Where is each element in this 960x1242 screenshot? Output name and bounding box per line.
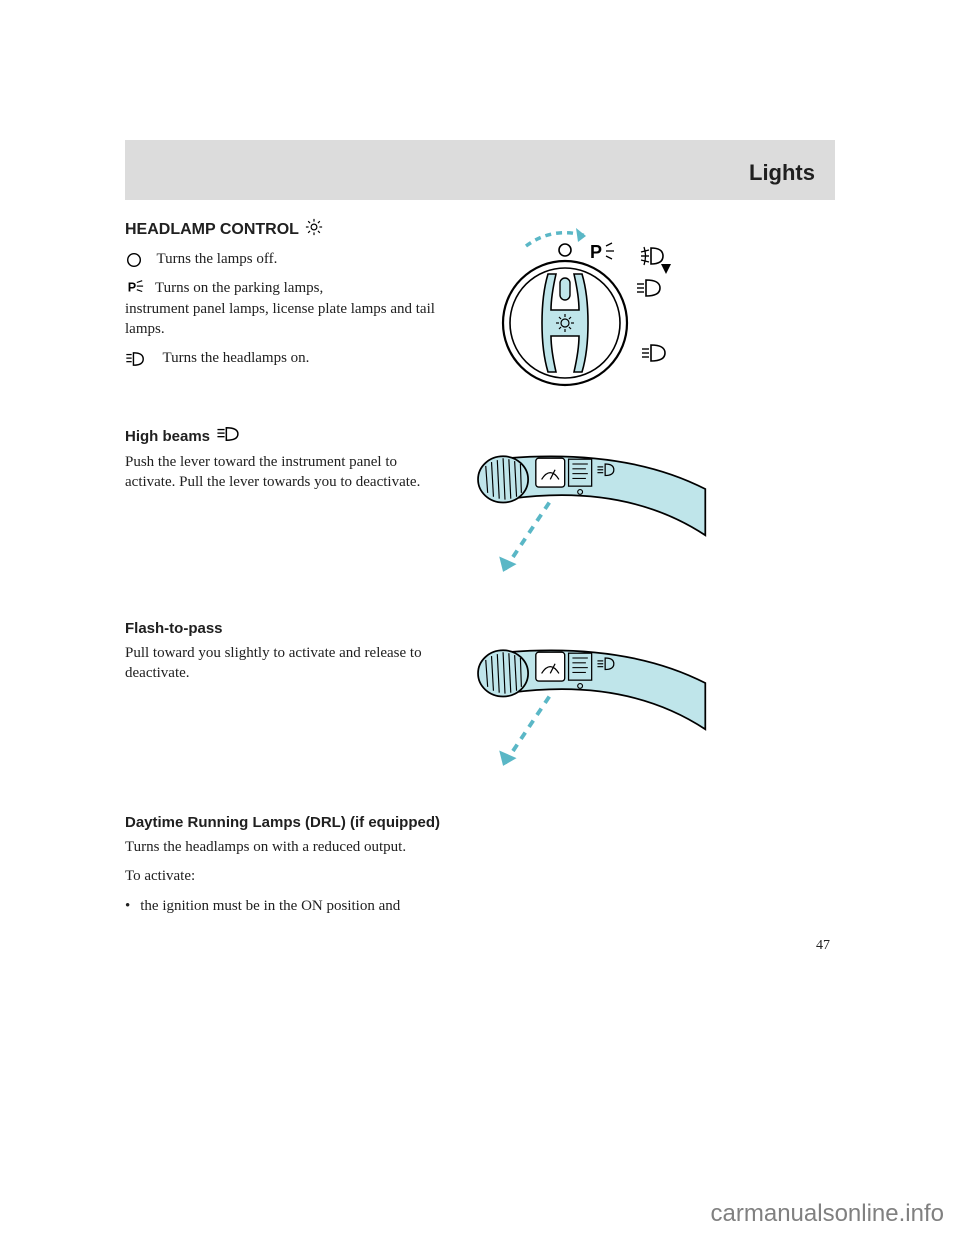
page-number: 47: [816, 938, 830, 954]
highbeams-body: Push the lever toward the instrument pan…: [125, 452, 435, 493]
parking-icon: P: [125, 278, 145, 296]
lever-diagram-1: [453, 426, 713, 606]
page-content: HEADLAMP CONTROL: [125, 218, 835, 922]
item-headlamps-text: Turns the headlamps on.: [162, 350, 309, 366]
heading-headlamp-text: HEADLAMP CONTROL: [125, 221, 299, 239]
section-flash-to-pass: Flash-to-pass Pull toward you slightly t…: [125, 620, 835, 800]
section-drl: Daytime Running Lamps (DRL) (if equipped…: [125, 814, 835, 916]
item-off: Turns the lamps off.: [125, 249, 435, 269]
item-parking-text2: instrument panel lamps, license plate la…: [125, 301, 435, 337]
heading-drl: Daytime Running Lamps (DRL) (if equipped…: [125, 814, 835, 831]
drl-body2: To activate:: [125, 866, 835, 886]
drl-body1: Turns the headlamps on with a reduced ou…: [125, 837, 835, 857]
headlamp-icon: [125, 351, 149, 367]
knob-p-label: P: [590, 242, 602, 262]
lever-diagram-2: [453, 620, 713, 800]
off-icon: [125, 251, 143, 269]
highbeam-icon: [216, 426, 242, 446]
item-headlamps: Turns the headlamps on.: [125, 348, 435, 368]
svg-text:P: P: [128, 281, 136, 295]
item-off-text: Turns the lamps off.: [156, 251, 277, 267]
bullet-icon: [125, 896, 130, 916]
section-header: Lights: [749, 160, 815, 186]
item-parking-text1: Turns on the parking lamps,: [155, 280, 323, 296]
sun-icon: [305, 218, 323, 241]
heading-headlamp: HEADLAMP CONTROL: [125, 218, 435, 241]
section-high-beams: High beams Push the lever toward the ins…: [125, 426, 835, 606]
section-headlamp-control: HEADLAMP CONTROL: [125, 218, 835, 408]
header-band: Lights: [125, 140, 835, 200]
heading-highbeams: High beams: [125, 426, 435, 446]
item-parking: P Turns on the parking lamps, instrument…: [125, 278, 435, 339]
drl-bullet-1-text: the ignition must be in the ON position …: [140, 896, 400, 916]
heading-highbeams-text: High beams: [125, 428, 210, 445]
drl-bullet-1: the ignition must be in the ON position …: [125, 896, 835, 916]
flash-body: Pull toward you slightly to activate and…: [125, 643, 435, 684]
knob-diagram: P: [453, 218, 713, 408]
heading-flash: Flash-to-pass: [125, 620, 435, 637]
watermark: carmanualsonline.info: [711, 1200, 944, 1228]
